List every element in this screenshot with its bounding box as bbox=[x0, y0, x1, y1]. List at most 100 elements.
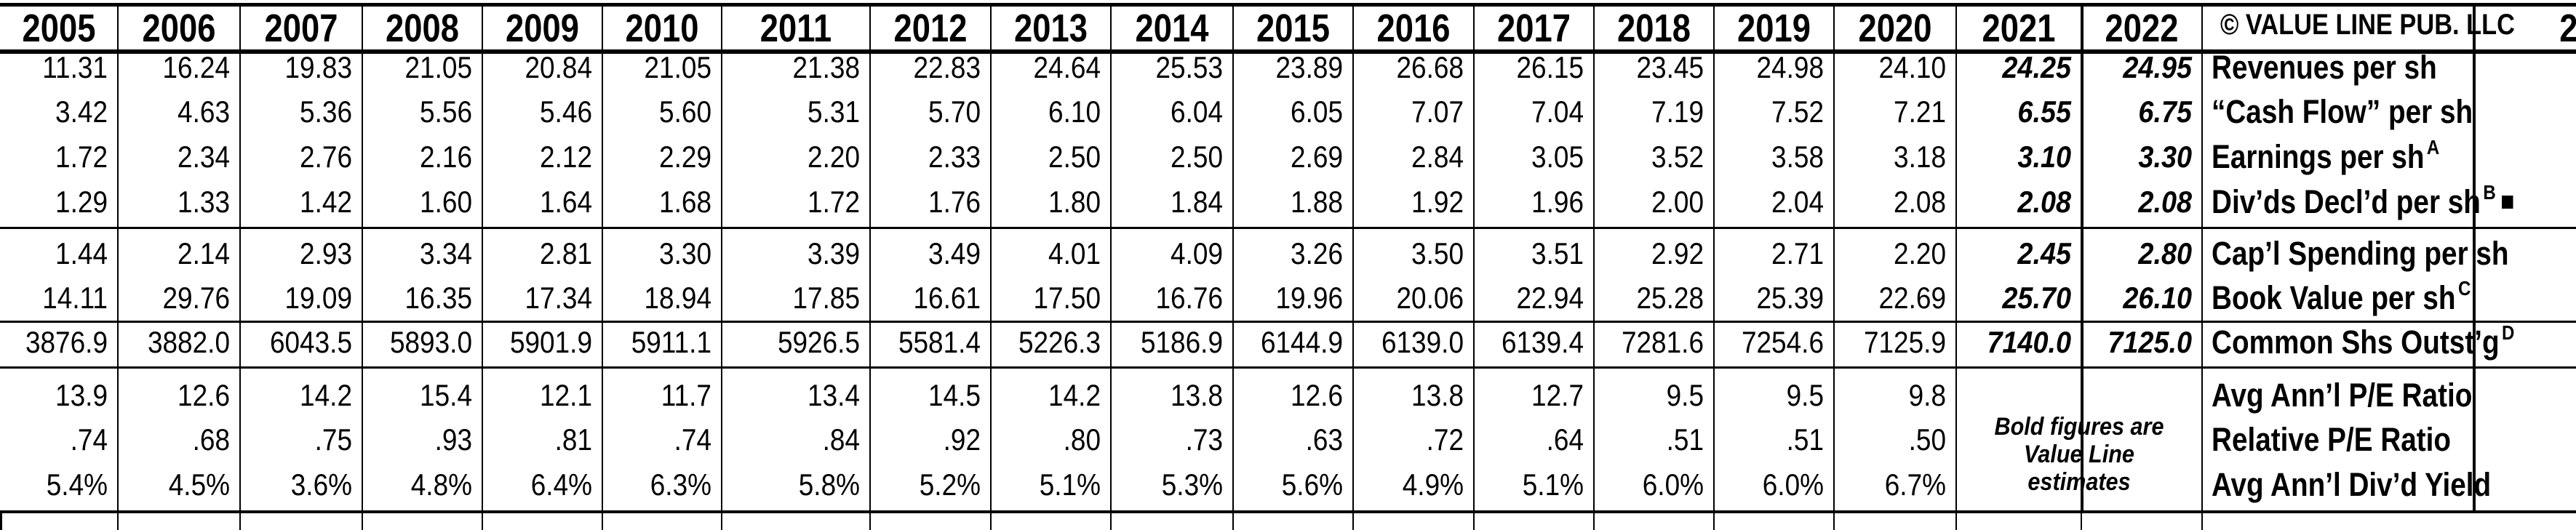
table-cell: 5.1% bbox=[1522, 467, 1584, 502]
table-cell: 2.81 bbox=[540, 236, 592, 270]
table-cell: 1.60 bbox=[420, 185, 472, 219]
year-header: 2008 bbox=[386, 7, 459, 50]
table-cell: 1.64 bbox=[540, 185, 592, 219]
column-divider bbox=[1110, 3, 1112, 513]
year-header: 2021 bbox=[1982, 7, 2056, 50]
table-cell: 25.39 bbox=[1756, 281, 1824, 315]
estimates-note: estimates bbox=[2027, 468, 2131, 496]
table-cell: 1.84 bbox=[1171, 185, 1223, 219]
row-label: Earnings per sh A bbox=[2212, 137, 2439, 174]
table-cell: 5.3% bbox=[1161, 467, 1223, 502]
table-cell: 2.14 bbox=[178, 236, 230, 270]
table-cell: 3876.9 bbox=[25, 325, 108, 359]
column-divider bbox=[2081, 3, 2083, 513]
column-divider bbox=[602, 3, 603, 513]
year-header: 2014 bbox=[1135, 7, 1209, 50]
footnote-marker: D bbox=[2502, 321, 2515, 344]
table-cell: .63 bbox=[1305, 422, 1343, 457]
table-cell: 2.08 bbox=[1894, 185, 1946, 219]
table-cell: .81 bbox=[554, 422, 592, 457]
table-cell: 4.9% bbox=[1402, 467, 1464, 502]
table-cell: 6.3% bbox=[650, 467, 711, 502]
table-cell: 5.56 bbox=[420, 95, 472, 129]
table-cell: 5186.9 bbox=[1140, 325, 1223, 359]
table-cell: 13.4 bbox=[808, 378, 860, 412]
table-cell: 23.89 bbox=[1275, 50, 1343, 84]
year-header: 2019 bbox=[1737, 7, 1811, 50]
row-label-text: Avg Ann’l Div’d Yield bbox=[2212, 466, 2492, 503]
table-cell: 11.7 bbox=[661, 378, 711, 412]
estimate-cell: 24.95 bbox=[2123, 50, 2192, 84]
row-label-text: “Cash Flow” per sh bbox=[2212, 93, 2473, 130]
lower-band-tick bbox=[1110, 513, 1112, 530]
table-cell: 6.4% bbox=[530, 467, 592, 502]
column-divider bbox=[1232, 3, 1234, 513]
table-cell: 22.69 bbox=[1878, 281, 1946, 315]
next-column-fragment: 2 bbox=[2559, 7, 2576, 50]
column-divider bbox=[990, 3, 992, 513]
table-cell: 7125.9 bbox=[1863, 325, 1946, 359]
table-cell: 12.6 bbox=[1291, 378, 1343, 412]
table-cell: 7.19 bbox=[1651, 95, 1704, 129]
column-divider bbox=[239, 3, 241, 513]
table-cell: 1.92 bbox=[1411, 185, 1464, 219]
table-cell: 24.64 bbox=[1033, 50, 1101, 84]
year-header: 2016 bbox=[1376, 7, 1451, 50]
table-cell: 1.68 bbox=[659, 185, 711, 219]
estimate-cell: 2.80 bbox=[2138, 236, 2192, 270]
year-header: 2007 bbox=[264, 7, 338, 50]
column-divider bbox=[2473, 3, 2476, 513]
footnote-marker: B bbox=[2483, 181, 2496, 204]
table-cell: .50 bbox=[1908, 422, 1946, 457]
table-cell: 15.4 bbox=[420, 378, 472, 412]
table-cell: 2.33 bbox=[928, 140, 981, 174]
lower-band-tick bbox=[1473, 513, 1475, 530]
table-cell: 5.60 bbox=[659, 95, 711, 129]
table-cell: 18.94 bbox=[644, 281, 711, 315]
table-cell: 6.0% bbox=[1762, 467, 1824, 502]
footnote-marker: A bbox=[2426, 136, 2440, 158]
table-cell: 2.50 bbox=[1048, 140, 1101, 174]
lower-band-tick bbox=[1593, 513, 1595, 530]
table-cell: 3.50 bbox=[1411, 236, 1464, 270]
row-label-text: Revenues per sh bbox=[2212, 49, 2437, 86]
table-cell: 7254.6 bbox=[1741, 325, 1824, 359]
table-cell: 5.70 bbox=[928, 95, 981, 129]
table-cell: 4.5% bbox=[168, 467, 230, 502]
group-divider-1 bbox=[0, 227, 2576, 229]
table-cell: 24.10 bbox=[1878, 50, 1946, 84]
table-cell: 2.71 bbox=[1771, 236, 1824, 270]
table-cell: 2.00 bbox=[1651, 185, 1704, 219]
row-label: “Cash Flow” per sh bbox=[2212, 95, 2473, 128]
table-cell: .51 bbox=[1786, 422, 1824, 457]
table-cell: 3.34 bbox=[420, 236, 472, 270]
row-label-text: Div’ds Decl’d per sh bbox=[2212, 183, 2481, 220]
table-cell: 3.05 bbox=[1531, 140, 1584, 174]
table-cell: 2.84 bbox=[1411, 140, 1464, 174]
table-cell: 4.01 bbox=[1048, 236, 1101, 270]
column-divider bbox=[1593, 3, 1595, 513]
table-cell: 6.10 bbox=[1048, 95, 1101, 129]
table-cell: 6.05 bbox=[1291, 95, 1343, 129]
table-cell: 17.34 bbox=[525, 281, 592, 315]
table-cell: .80 bbox=[1063, 422, 1101, 457]
lower-band-tick bbox=[1232, 513, 1234, 530]
column-divider bbox=[2201, 3, 2203, 513]
year-header: 2009 bbox=[506, 7, 579, 50]
table-cell: 2.16 bbox=[420, 140, 472, 174]
table-cell: 6.04 bbox=[1171, 95, 1223, 129]
table-cell: 5.36 bbox=[300, 95, 352, 129]
table-cell: 23.45 bbox=[1636, 50, 1704, 84]
table-cell: 2.50 bbox=[1171, 140, 1223, 174]
row-label: Revenues per sh bbox=[2212, 51, 2437, 84]
year-header: 2011 bbox=[759, 7, 832, 50]
table-cell: 1.76 bbox=[928, 185, 981, 219]
table-cell: 1.44 bbox=[55, 236, 108, 270]
table-cell: .51 bbox=[1666, 422, 1704, 457]
column-divider bbox=[1713, 3, 1715, 513]
table-cell: 5901.9 bbox=[509, 325, 592, 359]
table-cell: 3.26 bbox=[1291, 236, 1343, 270]
table-cell: 3.42 bbox=[55, 95, 108, 129]
lower-band-tick bbox=[1713, 513, 1715, 530]
table-cell: 25.53 bbox=[1155, 50, 1223, 84]
